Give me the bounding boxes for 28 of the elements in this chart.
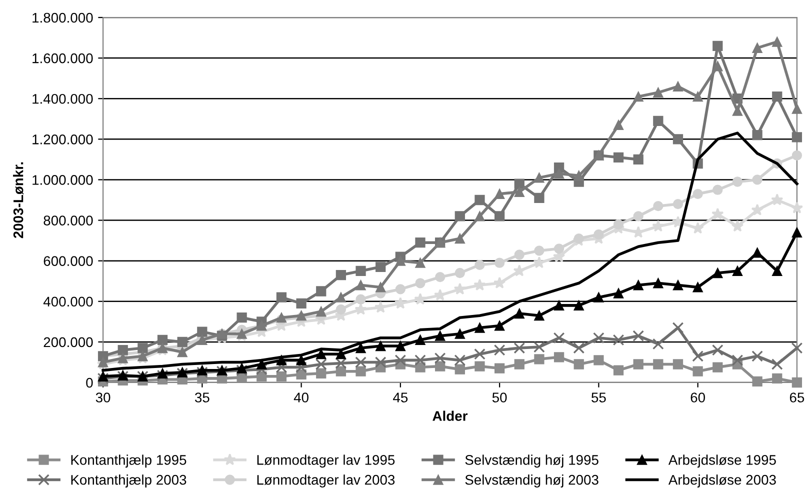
x-tick-label: 40 [294,392,308,402]
x-tick-label: 55 [592,392,606,402]
legend-label: Selvstændig høj 2003 [465,474,598,488]
y-tick-label: 800.000 [44,216,93,226]
x-tick-label: 30 [96,392,110,402]
legend-label: Kontanthjælp 1995 [71,454,186,468]
legend-label: Arbejdsløse 2003 [668,474,776,488]
y-tick-label: 1.600.000 [32,53,93,64]
x-tick-label: 60 [690,392,705,402]
x-tick-label: 35 [194,392,210,402]
y-tick-label: 600.000 [44,256,93,266]
legend-label: Lønmodtager lav 2003 [257,474,395,488]
y-axis-title: 2003-Lønkr. [13,162,24,238]
legend-label: Selvstændig høj 1995 [465,454,598,468]
y-tick-label: 1.000.000 [32,175,93,185]
legend-label: Lønmodtager lav 1995 [257,454,395,468]
y-tick-label: 1.800.000 [32,12,93,23]
y-tick-label: 0 [86,378,93,388]
x-tick-label: 65 [790,392,804,402]
legend-label: Kontanthjælp 2003 [71,474,186,488]
y-tick-label: 1.200.000 [32,134,93,144]
x-tick-label: 50 [492,392,507,402]
x-axis-title: Alder [432,410,468,421]
x-tick-label: 45 [393,392,408,402]
y-tick-label: 400.000 [43,296,93,307]
y-tick-label: 1.400.000 [32,94,93,104]
y-tick-label: 200.000 [44,337,93,348]
legend-label: Arbejdsløse 1995 [668,454,776,468]
